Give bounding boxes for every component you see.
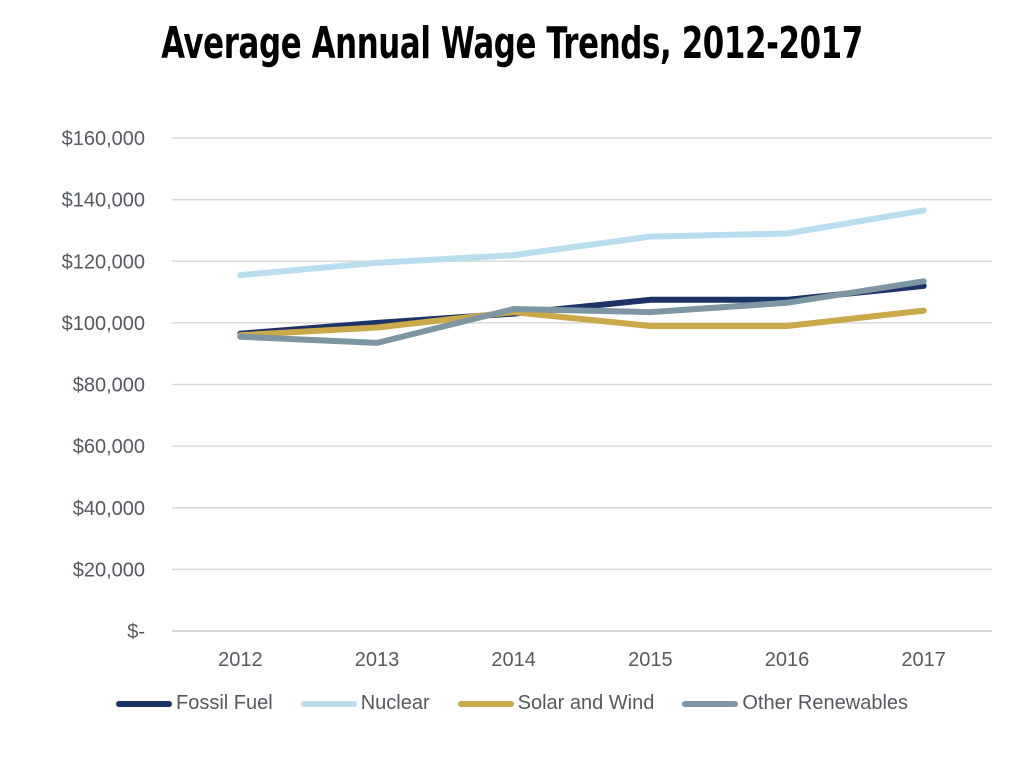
legend-label-fossil-fuel: Fossil Fuel xyxy=(175,692,273,714)
x-tick-label-2: 2014 xyxy=(491,649,536,671)
x-tick-label-1: 2013 xyxy=(355,649,400,671)
y-tick-label-4: $80,000 xyxy=(73,375,145,397)
legend-swatch-nuclear xyxy=(300,700,357,707)
y-tick-label-8: $160,000 xyxy=(62,128,145,150)
legend-item-solar-and-wind: Solar and Wind xyxy=(457,692,655,715)
x-tick-label-0: 2012 xyxy=(218,649,263,671)
legend-swatch-solar-and-wind xyxy=(457,700,514,707)
series-line-solar-and-wind xyxy=(237,307,927,339)
legend-label-nuclear: Nuclear xyxy=(360,692,430,714)
y-tick-label-6: $120,000 xyxy=(62,251,145,273)
legend: Fossil Fuel Nuclear Solar and Wind Other Re… xyxy=(0,692,1024,715)
x-tick-label-4: 2016 xyxy=(765,649,810,671)
y-tick-label-1: $20,000 xyxy=(73,559,145,581)
y-tick-label-2: $40,000 xyxy=(73,498,145,520)
legend-swatch-fossil-fuel xyxy=(115,700,172,707)
chart-title: Average Annual Wage Trends, 2012-2017 xyxy=(161,18,863,69)
legend-label-other-renewables: Other Renewables xyxy=(742,692,909,714)
x-tick-label-5: 2017 xyxy=(901,649,946,671)
y-tick-label-0: $- xyxy=(127,621,145,643)
series-line-nuclear xyxy=(237,207,927,279)
legend-item-nuclear: Nuclear xyxy=(300,692,430,715)
legend-swatch-other-renewables xyxy=(682,700,739,707)
y-tick-label-3: $60,000 xyxy=(73,436,145,458)
legend-item-fossil-fuel: Fossil Fuel xyxy=(115,692,273,715)
y-tick-label-7: $140,000 xyxy=(62,190,145,212)
legend-item-other-renewables: Other Renewables xyxy=(682,692,908,715)
y-tick-label-5: $100,000 xyxy=(62,313,145,335)
series-line-other-renewables xyxy=(237,278,927,346)
x-tick-label-3: 2015 xyxy=(628,649,673,671)
legend-label-solar-and-wind: Solar and Wind xyxy=(517,692,655,714)
